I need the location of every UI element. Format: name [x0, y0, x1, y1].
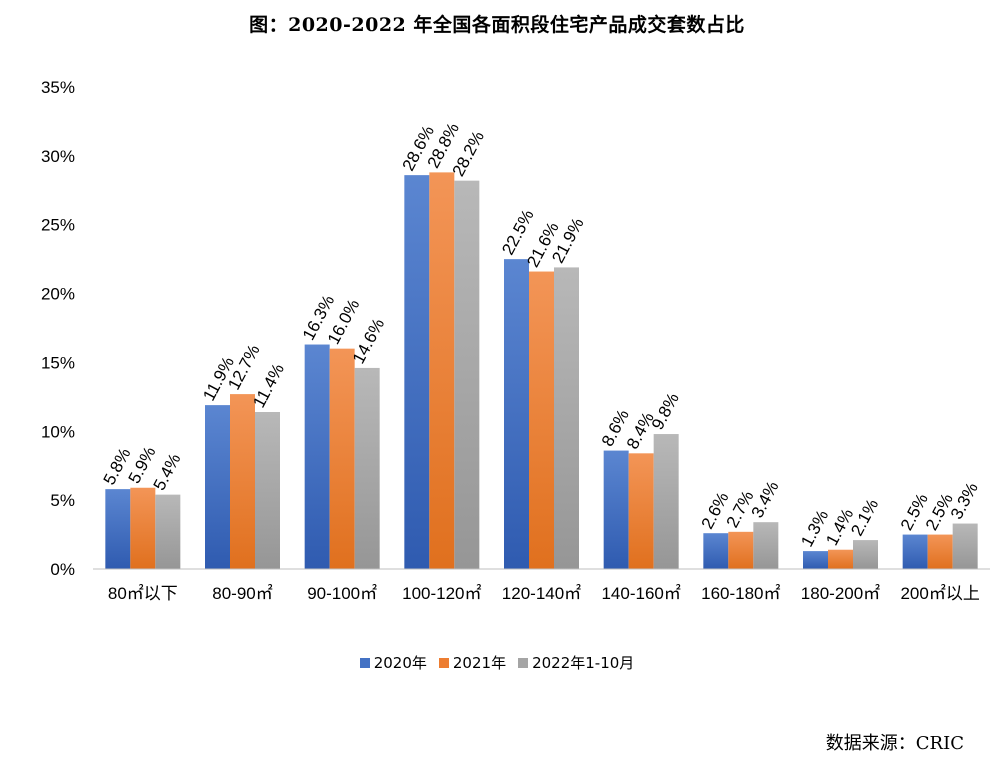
bar — [404, 175, 430, 569]
bar — [205, 405, 230, 569]
bar — [902, 534, 928, 569]
bar — [853, 540, 878, 569]
x-tick-label: 90-100㎡ — [307, 584, 377, 603]
y-tick-label: 10% — [41, 422, 75, 441]
bar — [105, 489, 131, 569]
data-label: 5.8% — [100, 445, 135, 488]
chart-title: 图：2020-2022 年全国各面积段住宅产品成交套数占比 — [249, 14, 745, 36]
x-tick-label: 180-200㎡ — [801, 584, 880, 603]
bar — [952, 523, 978, 569]
y-tick-label: 15% — [41, 353, 75, 372]
data-label: 14.6% — [349, 315, 388, 366]
legend-swatch — [438, 657, 449, 668]
bar — [155, 494, 181, 569]
bar — [304, 344, 330, 569]
legend-item: 2021年 — [438, 652, 507, 673]
bar — [927, 534, 953, 569]
bar — [828, 549, 853, 569]
x-tick-label: 140-160㎡ — [601, 584, 680, 603]
bar — [130, 487, 156, 569]
y-tick-label: 25% — [41, 216, 75, 235]
legend-swatch — [518, 657, 529, 668]
bar — [803, 551, 828, 569]
y-tick-label: 30% — [41, 147, 75, 166]
legend-label: 2021年 — [452, 654, 507, 672]
bar — [753, 522, 779, 569]
x-tick-label: 100-120㎡ — [402, 584, 481, 603]
legend-label: 2020年 — [373, 654, 427, 672]
legend-item: 2020年 — [359, 652, 427, 673]
source-note: 数据来源：CRIC — [825, 733, 964, 754]
bars-group — [105, 172, 978, 569]
bar — [529, 271, 554, 569]
y-tick-label: 35% — [41, 78, 75, 97]
y-tick-label: 0% — [50, 560, 75, 579]
bar — [354, 367, 380, 569]
bar — [255, 412, 280, 569]
x-tick-label: 80㎡以下 — [108, 584, 178, 603]
data-label: 2.6% — [698, 489, 733, 532]
bar — [329, 348, 355, 569]
legend-label: 2022年1-10月 — [532, 654, 635, 672]
data-label: 11.4% — [249, 361, 288, 411]
y-axis-ticks: 0% 5% 10% 15% 20% 25% 30% 35% — [41, 78, 75, 579]
bar — [429, 172, 455, 569]
legend-swatch — [359, 657, 370, 668]
bar — [703, 533, 729, 569]
bar — [554, 267, 579, 569]
bar — [230, 394, 255, 569]
bar — [728, 531, 754, 569]
legend-item: 2022年1-10月 — [518, 652, 634, 673]
data-label: 1.3% — [797, 507, 832, 550]
bar — [603, 450, 629, 569]
x-tick-label: 200㎡以上 — [900, 584, 979, 603]
legend: 2020年 2021年 2022年1-10月 — [0, 652, 994, 673]
bar — [504, 259, 529, 569]
bar — [454, 180, 480, 569]
y-tick-label: 20% — [41, 285, 75, 304]
x-axis-ticks: 80㎡以下 80-90㎡ 90-100㎡ 100-120㎡ 120-140㎡ 140-16… — [108, 584, 980, 603]
bar — [628, 453, 654, 569]
x-tick-label: 160-180㎡ — [701, 584, 780, 603]
data-label: 9.8% — [648, 390, 683, 433]
bar — [653, 434, 679, 569]
x-tick-label: 80-90㎡ — [212, 584, 272, 603]
y-tick-label: 5% — [50, 491, 75, 510]
x-tick-label: 120-140㎡ — [502, 584, 581, 603]
